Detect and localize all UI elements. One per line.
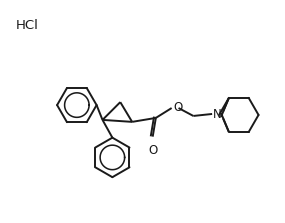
Text: N: N <box>213 108 221 122</box>
Text: O: O <box>174 101 183 114</box>
Text: O: O <box>148 144 158 157</box>
Text: HCl: HCl <box>16 19 38 32</box>
